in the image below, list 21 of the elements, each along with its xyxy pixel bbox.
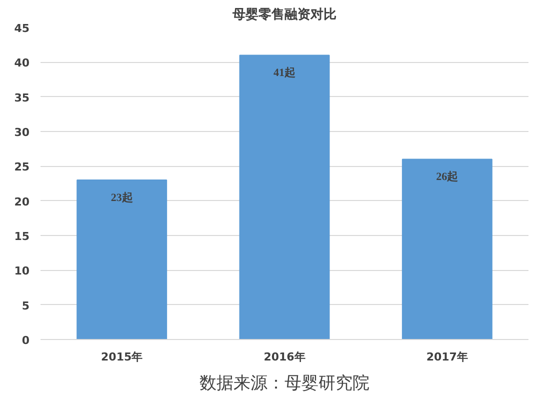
y-tick-label: 10: [14, 264, 30, 278]
y-tick-label: 20: [14, 195, 30, 208]
x-tick-label: 2016年: [264, 350, 306, 364]
chart-title: 母婴零售融资对比: [232, 8, 336, 22]
data-label: 41起: [274, 66, 296, 80]
y-tick-label: 40: [14, 56, 30, 70]
y-tick-label: 35: [14, 91, 30, 104]
y-tick-label: 15: [14, 230, 30, 243]
x-tick-label: 2015年: [101, 350, 143, 364]
source-note: 数据来源：母婴研究院: [200, 374, 370, 394]
y-tick-label: 45: [14, 22, 30, 35]
y-tick-label: 30: [14, 126, 30, 139]
bar: [402, 158, 492, 340]
bar: [239, 54, 330, 340]
y-tick-label: 0: [22, 334, 30, 347]
bar: [76, 180, 168, 340]
y-tick-label: 25: [14, 160, 30, 174]
data-label: 26起: [436, 170, 458, 184]
data-label: 23起: [110, 191, 133, 204]
x-tick-label: 2017年: [426, 350, 468, 364]
y-tick-label: 5: [22, 299, 30, 312]
